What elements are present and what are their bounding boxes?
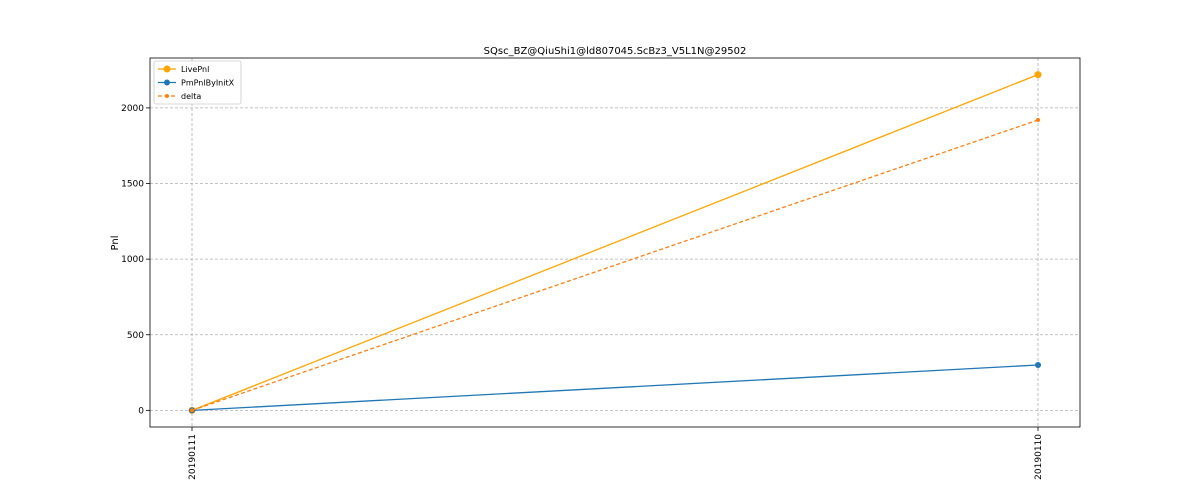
series-line (191, 74, 1039, 411)
series-livepnl (188, 71, 1042, 414)
plot-frame (149, 57, 1081, 428)
legend-item: PmPnlByInitX (158, 79, 235, 88)
y-tick-label: 2000 (121, 104, 144, 114)
data-point (190, 408, 194, 413)
series-layer (188, 71, 1042, 414)
series-delta (190, 118, 1040, 413)
chart-title: SQsc_BZ@QiuShi1@ld807045.ScBz3_V5L1N@295… (484, 46, 747, 57)
data-point (1035, 361, 1041, 368)
legend-label: delta (181, 92, 201, 101)
legend-label: LivePnl (181, 65, 209, 74)
legend-item: LivePnl (158, 65, 209, 74)
legend-label: PmPnlByInitX (181, 79, 235, 88)
legend-box (153, 60, 242, 105)
y-tick-label: 0 (138, 406, 144, 416)
legend-item: delta (158, 92, 201, 101)
series-line (191, 364, 1039, 412)
legend-marker (163, 65, 171, 73)
legend-marker (165, 94, 169, 98)
axis-layer: 0 500 1000 1500 2000 20190111 20190110 (121, 104, 1044, 480)
data-point (1036, 118, 1040, 123)
x-tick-label: 20190110 (1034, 434, 1044, 480)
series-pmpnlbyinitx (189, 361, 1041, 414)
y-tick-label: 500 (127, 331, 144, 341)
legend: LivePnl PmPnlByInitX delta (153, 60, 242, 105)
x-tick-label: 20190111 (188, 434, 198, 480)
y-tick-label: 1500 (121, 180, 144, 190)
data-point (1034, 71, 1042, 79)
legend-marker (164, 79, 170, 86)
y-tick-label: 1000 (121, 255, 144, 265)
y-axis-label: Pnl (110, 236, 121, 251)
series-line (191, 119, 1039, 411)
